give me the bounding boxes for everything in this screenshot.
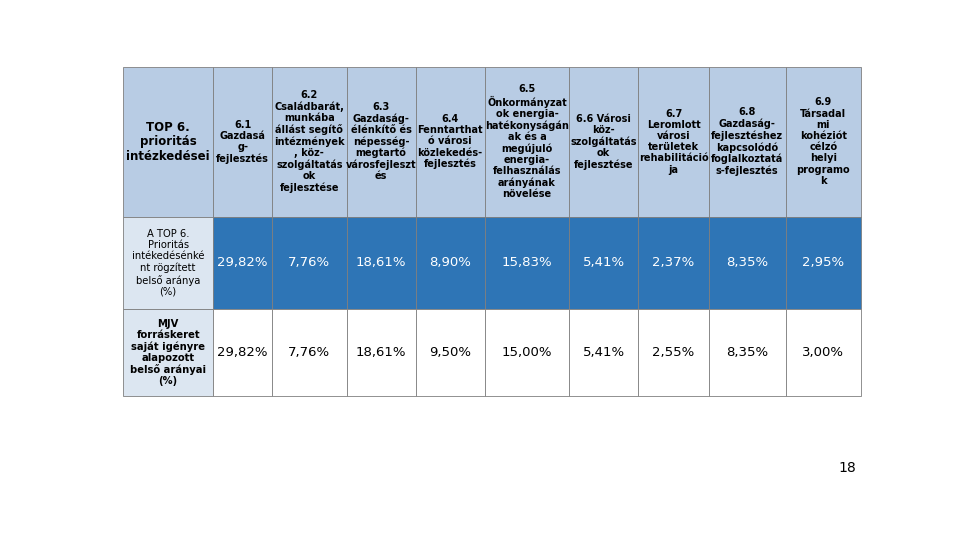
Bar <box>213 217 272 309</box>
Text: 6.7
Leromlott
városi
területek
rehabilitáció
ja: 6.7 Leromlott városi területek rehabilit… <box>638 108 708 175</box>
Bar <box>785 67 861 217</box>
Text: 18: 18 <box>838 461 856 475</box>
Text: 7,76%: 7,76% <box>288 346 330 359</box>
Bar <box>416 67 485 217</box>
Bar <box>708 67 785 217</box>
Bar <box>272 67 347 217</box>
Text: 6.3
Gazdaság-
élénkítő és
népesség-
megtartó
városfejleszt
és: 6.3 Gazdaság- élénkítő és népesség- megt… <box>346 102 417 182</box>
Text: A TOP 6.
Prioritás
intékedésénké
nt rögzített
belső aránya
(%): A TOP 6. Prioritás intékedésénké nt rögz… <box>132 229 204 297</box>
Text: 6.2
Családbarát,
munkába
állást segítő
intézmények
, köz-
szolgáltatás
ok
fejles: 6.2 Családbarát, munkába állást segítő i… <box>274 90 345 193</box>
Text: 29,82%: 29,82% <box>217 256 268 269</box>
Text: 8,90%: 8,90% <box>429 256 471 269</box>
Bar <box>347 217 416 309</box>
Text: 6.9
Társadal
mi
kohéziót
célzó
helyi
programo
k: 6.9 Társadal mi kohéziót célzó helyi pro… <box>797 98 850 186</box>
Bar <box>785 309 861 396</box>
Text: 2,95%: 2,95% <box>803 256 845 269</box>
Bar <box>569 217 638 309</box>
Bar <box>123 309 213 396</box>
Text: 6.4
Fenntarthat
ó városi
közlekedés-
fejlesztés: 6.4 Fenntarthat ó városi közlekedés- fej… <box>418 114 483 169</box>
Bar <box>272 217 347 309</box>
Text: 8,35%: 8,35% <box>726 256 768 269</box>
Bar <box>213 67 272 217</box>
Text: 2,37%: 2,37% <box>653 256 695 269</box>
Text: 5,41%: 5,41% <box>583 346 625 359</box>
Text: MJV
forráskeret
saját igényre
alapozott
belső arányai
(%): MJV forráskeret saját igényre alapozott … <box>131 319 206 386</box>
Text: 8,35%: 8,35% <box>726 346 768 359</box>
Text: 29,82%: 29,82% <box>217 346 268 359</box>
Text: 3,00%: 3,00% <box>803 346 844 359</box>
Bar <box>569 67 638 217</box>
Bar <box>785 217 861 309</box>
Bar <box>485 67 569 217</box>
Text: 2,55%: 2,55% <box>653 346 695 359</box>
Text: 6.1
Gazdasá
g-
fejlesztés: 6.1 Gazdasá g- fejlesztés <box>216 120 269 164</box>
Bar <box>638 309 708 396</box>
Text: TOP 6.
prioritás
intézkedései: TOP 6. prioritás intézkedései <box>127 121 210 163</box>
Text: 5,41%: 5,41% <box>583 256 625 269</box>
Bar <box>123 67 213 217</box>
Bar <box>638 67 708 217</box>
Bar <box>416 217 485 309</box>
Text: 15,83%: 15,83% <box>501 256 552 269</box>
Text: 18,61%: 18,61% <box>356 346 406 359</box>
Text: 15,00%: 15,00% <box>502 346 552 359</box>
Text: 7,76%: 7,76% <box>288 256 330 269</box>
Bar <box>485 217 569 309</box>
Bar <box>708 217 785 309</box>
Text: 18,61%: 18,61% <box>356 256 406 269</box>
Text: 6.6 Városi
köz-
szolgáltatás
ok
fejlesztése: 6.6 Városi köz- szolgáltatás ok fejleszt… <box>570 114 637 170</box>
Bar <box>416 309 485 396</box>
Bar <box>708 309 785 396</box>
Text: 9,50%: 9,50% <box>429 346 471 359</box>
Bar <box>272 309 347 396</box>
Bar <box>485 309 569 396</box>
Bar <box>213 309 272 396</box>
Bar <box>638 217 708 309</box>
Bar <box>569 309 638 396</box>
Bar <box>123 217 213 309</box>
Bar <box>347 309 416 396</box>
Text: 6.8
Gazdaság-
fejlesztéshez
kapcsolódó
foglalkoztatá
s-fejlesztés: 6.8 Gazdaság- fejlesztéshez kapcsolódó f… <box>711 107 783 176</box>
Text: 6.5
Önkormányzat
ok energia-
hatékonyságán
ak és a
megújuló
energia-
felhasználá: 6.5 Önkormányzat ok energia- hatékonyság… <box>485 84 569 199</box>
Bar <box>347 67 416 217</box>
